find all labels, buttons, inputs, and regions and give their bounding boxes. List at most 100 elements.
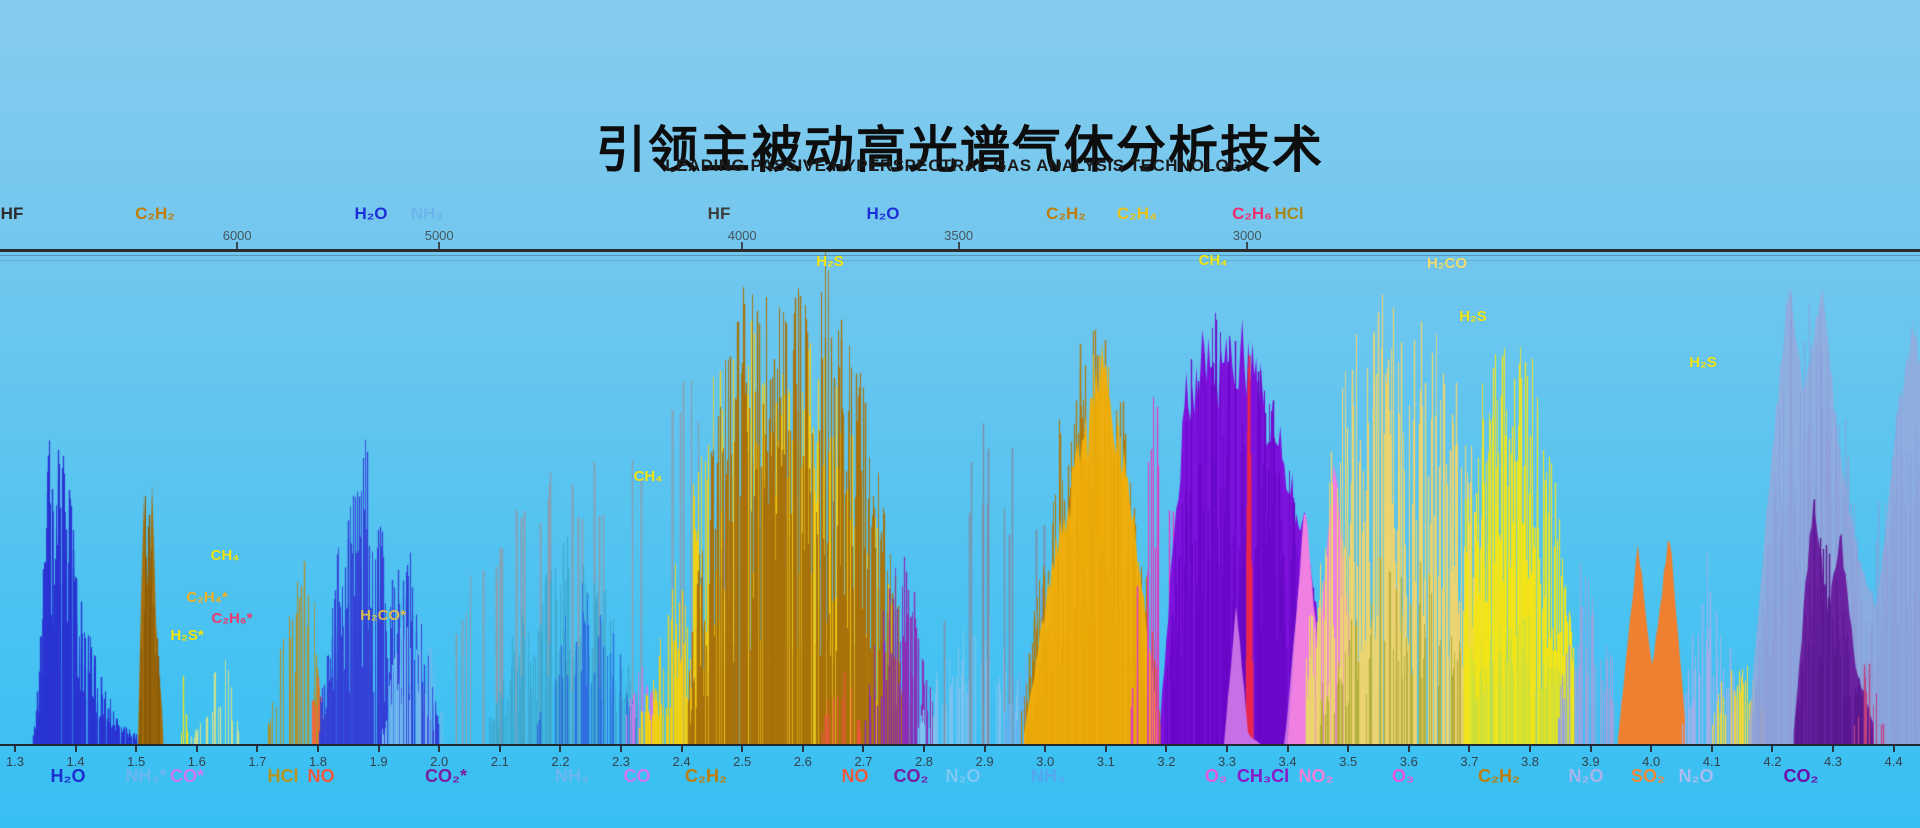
- bottom-gas-label-co2: CO₂: [1783, 766, 1819, 786]
- bottom-axis-tick-label-1.8: 1.8: [308, 754, 328, 769]
- bottom-wavelength-axis-line: [0, 744, 1920, 746]
- bottom-gas-label-c2h2: C₂H₂: [685, 766, 727, 786]
- bottom-axis-tick-label-3.0: 3.0: [1036, 754, 1055, 769]
- bottom-axis-tick-mark-1.9: [377, 746, 380, 752]
- bottom-axis-tick-label-2.1: 2.1: [490, 754, 509, 769]
- bottom-gas-label-o3: O₃: [1391, 766, 1415, 786]
- bottom-axis-tick-label-1.6: 1.6: [187, 754, 206, 769]
- bottom-axis-tick-label-4.0: 4.0: [1642, 754, 1661, 769]
- bottom-axis-tick-mark-2.8: [923, 746, 925, 752]
- spectra-canvas: [0, 252, 1920, 744]
- top-axis-tick-label-4000: 4000: [727, 228, 757, 243]
- bottom-axis-tick-label-3.7: 3.7: [1460, 754, 1479, 769]
- top-gas-label-h2o: H₂O: [866, 204, 900, 223]
- bottom-gas-label-hcl: HCl: [267, 766, 299, 786]
- bottom-axis-tick-label-2.2: 2.2: [551, 754, 570, 769]
- bottom-axis-tick-mark-2.9: [983, 746, 986, 752]
- bottom-axis-tick-mark-3.6: [1407, 746, 1410, 752]
- bottom-axis-tick-label-3.4: 3.4: [1278, 754, 1297, 769]
- bottom-gas-label-no: NO: [841, 766, 869, 786]
- bottom-gas-label-n2o: N₂O: [1568, 766, 1604, 786]
- bottom-axis-tick-label-1.5: 1.5: [127, 754, 146, 769]
- bottom-axis-tick-label-2.8: 2.8: [914, 754, 934, 769]
- bottom-axis-tick-mark-3.4: [1286, 746, 1289, 752]
- bottom-axis-tick-label-2.4: 2.4: [672, 754, 691, 769]
- plot-gas-label-h2s: H₂S*: [170, 627, 204, 644]
- bottom-gas-label-no2: NO₂: [1298, 766, 1334, 786]
- top-axis-tick-mark-4000: [741, 242, 744, 249]
- bottom-axis-tick-mark-3.7: [1468, 746, 1471, 752]
- bottom-axis-tick-label-4.1: 4.1: [1702, 754, 1721, 769]
- top-gas-label-c2h2: C₂H₂: [1046, 204, 1086, 223]
- top-axis-tick-mark-6000: [236, 242, 239, 249]
- top-axis-faint-line-1: [0, 255, 1920, 256]
- bottom-axis-tick-mark-2.7: [862, 746, 865, 752]
- bottom-axis-tick-label-2.6: 2.6: [793, 754, 812, 769]
- bottom-axis-tick-mark-2.1: [498, 746, 501, 752]
- bottom-axis-tick-label-3.2: 3.2: [1157, 754, 1176, 769]
- bottom-axis-tick-mark-2.4: [680, 746, 683, 752]
- plot-gas-label-h2s: H₂S: [1689, 354, 1717, 371]
- top-axis-tick-mark-5000: [438, 242, 441, 249]
- bottom-axis-tick-mark-1.8: [317, 746, 319, 752]
- plot-gas-label-ch4: CH₄: [633, 468, 663, 485]
- top-axis-tick-label-3000: 3000: [1232, 228, 1262, 243]
- top-gas-label-c2h6: C₂H₆: [1232, 204, 1272, 223]
- bottom-axis-tick-mark-2.2: [559, 746, 562, 752]
- bottom-gas-label-nh3: NH₃*: [125, 766, 167, 786]
- bottom-axis-tick-mark-3.8: [1529, 746, 1531, 752]
- bottom-axis-tick-mark-3.5: [1347, 746, 1350, 752]
- bottom-gas-label-nh3: NH₃: [554, 766, 590, 786]
- page-subtitle: LEADING PASSIVE HYPERSPECTRAL GAS ANALYS…: [665, 156, 1255, 175]
- bottom-axis-tick-mark-2.0: [438, 746, 441, 752]
- bottom-axis-tick-mark-4.0: [1650, 746, 1653, 752]
- top-axis-tick-mark-3000: [1246, 242, 1249, 249]
- bottom-gas-label-h2o: H₂O: [50, 766, 86, 786]
- bottom-axis-tick-label-2.5: 2.5: [733, 754, 752, 769]
- bottom-axis-tick-mark-3.2: [1165, 746, 1168, 752]
- bottom-axis-tick-label-3.3: 3.3: [1217, 754, 1237, 769]
- plot-gas-label-h2s: H₂S: [816, 253, 844, 270]
- plot-gas-label-h2s: H₂S: [1459, 308, 1487, 325]
- bottom-axis-tick-label-3.5: 3.5: [1339, 754, 1358, 769]
- plot-gas-label-h2co: H₂CO*: [360, 607, 406, 624]
- top-axis-tick-label-3500: 3500: [944, 228, 974, 243]
- bottom-axis-tick-mark-4.1: [1710, 746, 1713, 752]
- bottom-gas-label-n2o: N₂O: [1678, 766, 1714, 786]
- bottom-axis-tick-label-2.0: 2.0: [430, 754, 449, 769]
- bottom-axis-tick-label-1.3: 1.3: [5, 754, 25, 769]
- bottom-axis-tick-mark-2.6: [801, 746, 804, 752]
- top-gas-label-hf: HF: [0, 204, 24, 223]
- plot-gas-label-c2h6: C₂H₆*: [211, 610, 253, 627]
- bottom-axis-tick-label-3.1: 3.1: [1096, 754, 1115, 769]
- bottom-axis-tick-label-2.9: 2.9: [975, 754, 994, 769]
- bottom-axis-tick-mark-2.3: [620, 746, 622, 752]
- page-title: 引领主被动高光谱气体分析技术: [596, 121, 1324, 178]
- plot-gas-label-c2h4: C₂H₄*: [186, 589, 228, 606]
- bottom-gas-label-co2: CO₂*: [424, 766, 468, 786]
- plot-gas-label-ch4: CH₄: [210, 547, 240, 564]
- top-axis-tick-mark-3500: [957, 242, 960, 249]
- bottom-axis-tick-label-3.6: 3.6: [1399, 754, 1418, 769]
- bottom-gas-label-c2h2: C₂H₂: [1478, 766, 1520, 786]
- bottom-gas-label-o3: O₃: [1204, 766, 1228, 786]
- bottom-axis-tick-label-2.7: 2.7: [854, 754, 873, 769]
- bottom-axis-tick-label-4.3: 4.3: [1823, 754, 1843, 769]
- bottom-axis-tick-label-4.2: 4.2: [1763, 754, 1782, 769]
- bottom-gas-label-n2o: N₂O: [945, 766, 981, 786]
- top-gas-label-c2h4: C₂H₄: [1116, 204, 1158, 223]
- top-gas-label-hf: HF: [707, 204, 731, 223]
- top-gas-label-nh3: NH₃: [410, 204, 444, 223]
- bottom-axis-tick-mark-1.5: [135, 746, 138, 752]
- bottom-axis-tick-mark-3.9: [1589, 746, 1592, 752]
- bottom-gas-label-co: CO*: [169, 766, 205, 786]
- bottom-axis-tick-label-4.4: 4.4: [1884, 754, 1903, 769]
- top-axis-tick-label-6000: 6000: [222, 228, 252, 243]
- bottom-axis-tick-mark-1.6: [195, 746, 198, 752]
- bottom-gas-label-nh3: NH₃: [1030, 766, 1066, 786]
- top-axis-faint-line-2: [0, 260, 1920, 261]
- bottom-gas-label-so2: SO₂: [1630, 766, 1666, 786]
- bottom-axis-tick-mark-1.7: [256, 746, 259, 752]
- bottom-axis-tick-mark-1.4: [74, 746, 77, 752]
